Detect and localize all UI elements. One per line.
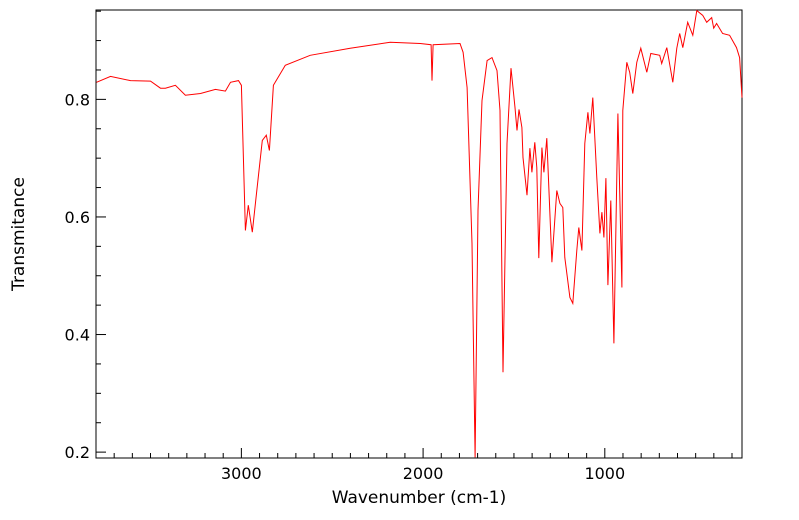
spectrum-line	[96, 9, 743, 458]
y-tick-label: 0.6	[65, 208, 90, 227]
y-tick-label: 0.2	[65, 443, 90, 462]
y-tick-label: 0.8	[65, 90, 90, 109]
tick-labels: 3000 2000 1000 0.2 0.4 0.6 0.8	[65, 90, 626, 483]
x-tick-label: 2000	[403, 464, 444, 483]
x-tick-label: 3000	[221, 464, 262, 483]
x-axis-label: Wavenumber (cm-1)	[332, 488, 507, 508]
x-tick-label: 1000	[584, 464, 625, 483]
y-tick-label: 0.4	[65, 326, 90, 345]
y-axis-label: Transmitance	[9, 177, 29, 292]
plot-frame	[95, 9, 743, 459]
axis-ticks	[96, 10, 733, 458]
